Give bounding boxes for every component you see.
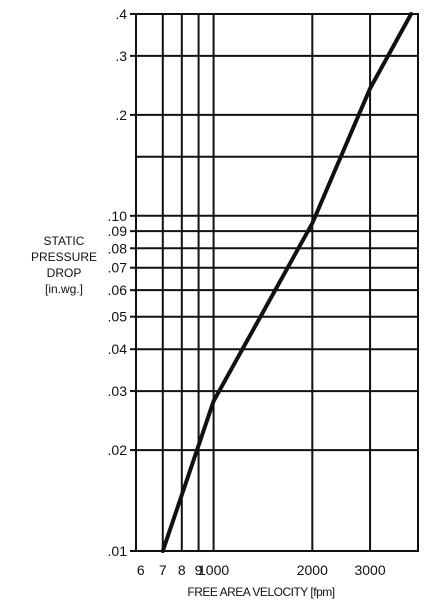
y-tick-label: .07 — [108, 260, 128, 276]
y-tick-label: .04 — [108, 341, 128, 357]
x-tick-label: 6 — [137, 562, 145, 578]
y-axis-label-line: STATIC — [44, 234, 85, 248]
series-line — [160, 12, 414, 553]
plot-frame — [135, 13, 419, 552]
y-axis-label-line: [in.wg.] — [45, 282, 83, 296]
y-axis-label-line: PRESSURE — [31, 250, 97, 264]
y-tick-label: .08 — [108, 240, 128, 256]
y-tick-label: .03 — [108, 383, 128, 399]
y-tick-label: .02 — [108, 442, 128, 458]
x-tick-label: 8 — [178, 562, 186, 578]
y-tick-label: .09 — [108, 223, 128, 239]
x-tick-label: 9 — [195, 562, 203, 578]
y-axis-label-line: DROP — [47, 266, 82, 280]
y-tick-label: .05 — [108, 309, 128, 325]
x-tick-label: 7 — [159, 562, 167, 578]
y-tick-label: .01 — [108, 543, 128, 559]
y-axis-label: STATIC PRESSURE DROP [in.wg.] — [31, 234, 97, 296]
x-axis-label: FREE AREA VELOCITY [fpm] — [187, 585, 334, 599]
y-tick-label: .4 — [115, 6, 127, 22]
x-tick-label: 3000 — [354, 562, 385, 578]
x-tick-label: 1000 — [198, 562, 229, 578]
grid-layer — [136, 13, 418, 552]
y-tick-label: .10 — [108, 208, 128, 224]
y-tick-labels: .01 .02 .03 .04 .05 .06 .07 .08.09.10 .2 .3 .4 — [108, 6, 128, 559]
axis-layer — [130, 13, 419, 552]
y-tick-label: .3 — [115, 48, 127, 64]
x-tick-label: 2000 — [297, 562, 328, 578]
y-tick-label: .06 — [108, 282, 128, 298]
series-layer — [160, 12, 414, 553]
y-tick-label: .2 — [115, 107, 127, 123]
